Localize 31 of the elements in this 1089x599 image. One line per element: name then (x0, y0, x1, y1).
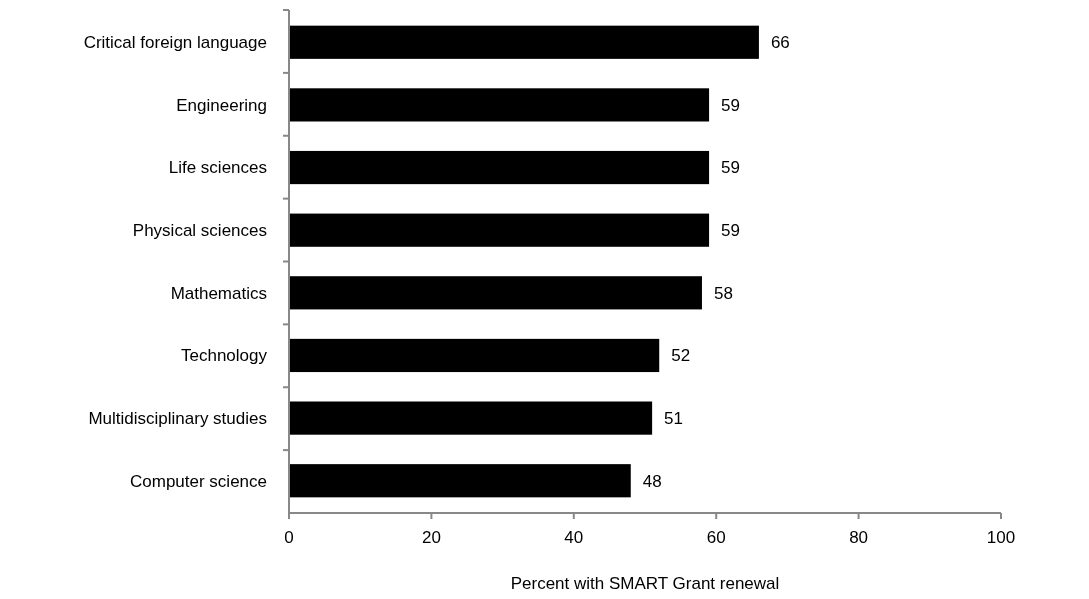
y-tick-label: Engineering (176, 95, 267, 115)
bar (289, 338, 660, 373)
x-tick-label: 40 (564, 528, 584, 547)
y-tick-label: Technology (180, 346, 268, 366)
data-label: 48 (642, 471, 662, 491)
bar (289, 150, 710, 185)
y-tick-label: Critical foreign language (83, 33, 267, 53)
y-tick-label: Mathematics (170, 283, 267, 303)
bar (289, 88, 710, 122)
bar (289, 276, 702, 310)
data-label: 52 (671, 346, 691, 366)
x-tick-label: 100 (986, 528, 1016, 547)
y-tick-label: Life sciences (168, 158, 267, 178)
data-label: 59 (721, 221, 740, 241)
bar (289, 464, 631, 498)
bar (289, 25, 759, 59)
x-tick-label: 0 (284, 528, 294, 547)
x-tick-label: 80 (849, 528, 869, 547)
y-tick-label: Physical sciences (132, 221, 267, 241)
data-label: 58 (713, 283, 733, 303)
x-tick-label: 20 (421, 528, 441, 547)
bar (289, 213, 710, 247)
x-tick-label: 60 (706, 528, 726, 547)
data-label: 59 (721, 158, 740, 178)
y-tick-label: Computer science (129, 471, 267, 491)
data-label: 51 (664, 409, 684, 429)
x-axis-title: Percent with SMART Grant renewal (510, 574, 780, 593)
data-label: 59 (721, 95, 740, 115)
data-label: 66 (770, 33, 790, 53)
bar (289, 401, 653, 435)
y-tick-label: Multidisciplinary studies (88, 409, 267, 429)
